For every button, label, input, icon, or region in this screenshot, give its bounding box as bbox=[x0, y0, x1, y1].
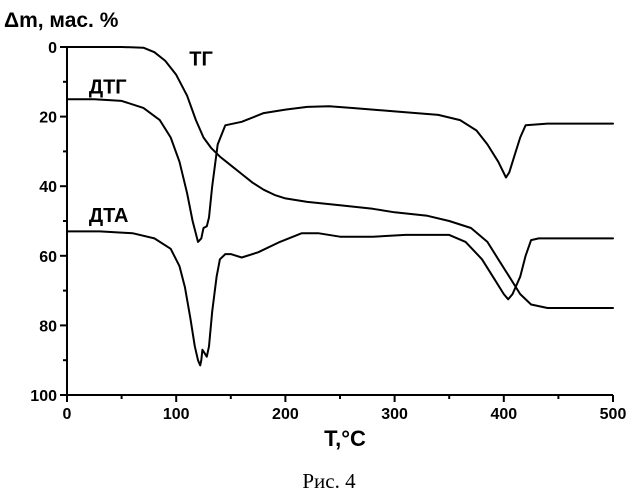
series-label: ДТА bbox=[89, 205, 129, 227]
y-tick-label: 20 bbox=[39, 110, 57, 127]
y-axis-label: Δm, мас. % bbox=[4, 9, 119, 32]
series-label: ТГ bbox=[189, 48, 213, 70]
series-layer bbox=[67, 47, 613, 365]
x-tick-label: 0 bbox=[63, 406, 72, 423]
series-line bbox=[67, 99, 613, 242]
x-tick-label: 200 bbox=[272, 406, 299, 423]
y-tick-label: 40 bbox=[39, 179, 57, 196]
figure-caption: Рис. 4 bbox=[302, 469, 356, 493]
x-axis-label: T,°C bbox=[324, 426, 366, 451]
series-line bbox=[67, 47, 613, 308]
series-labels: ТГ ДТГ ДТА bbox=[89, 48, 213, 227]
series-label: ДТГ bbox=[89, 76, 127, 98]
y-tick-label: 60 bbox=[39, 249, 57, 266]
x-tick-label: 300 bbox=[381, 406, 408, 423]
y-tick-label: 0 bbox=[48, 40, 57, 57]
y-tick-label: 100 bbox=[30, 388, 57, 405]
x-tick-label: 500 bbox=[600, 406, 627, 423]
x-tick-label: 100 bbox=[163, 406, 190, 423]
x-axis-ticks: 0 100 200 300 400 500 bbox=[63, 395, 627, 423]
y-tick-label: 80 bbox=[39, 318, 57, 335]
series-line bbox=[67, 231, 613, 365]
y-axis-ticks: 0 20 40 60 80 100 bbox=[30, 40, 67, 405]
x-tick-label: 400 bbox=[490, 406, 517, 423]
